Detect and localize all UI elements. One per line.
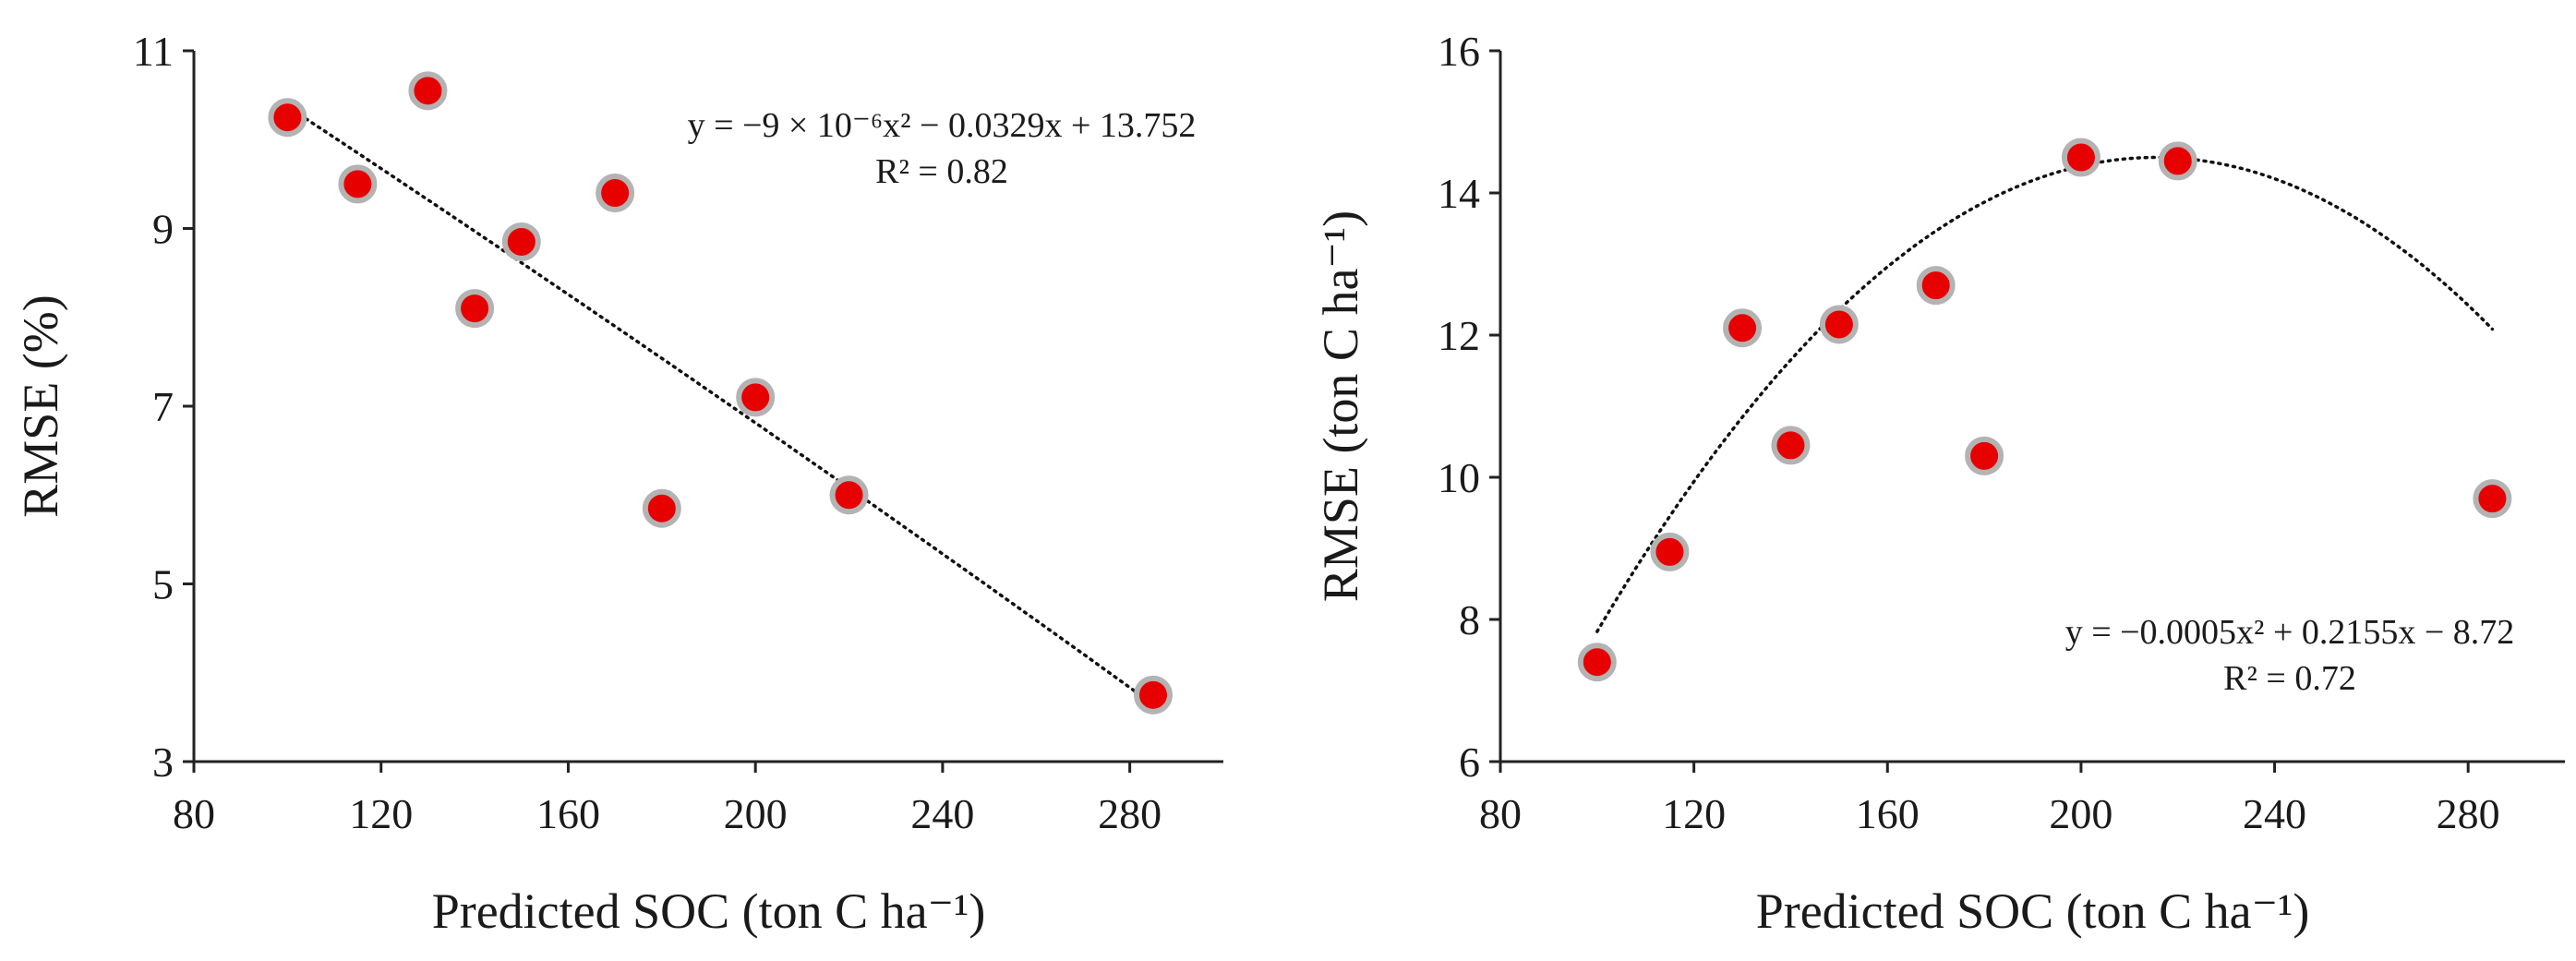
y-tick-label: 5	[152, 561, 174, 608]
x-tick-label: 80	[1479, 790, 1522, 837]
y-tick-label: 3	[152, 739, 174, 786]
x-tick-label: 120	[349, 790, 413, 837]
x-tick-label: 200	[724, 790, 788, 837]
x-tick-label: 200	[2049, 790, 2113, 837]
chart-right: 6 8 10 12 14 16 80 120 160 200 240 280 Predicted SOC…	[1313, 28, 2565, 939]
x-tick-label: 120	[1662, 790, 1726, 837]
y-tick-label: 14	[1438, 170, 1480, 217]
x-axis-title: Predicted SOC (ton C ha⁻¹)	[432, 883, 986, 939]
y-tick-label: 16	[1438, 28, 1480, 75]
data-point	[1723, 308, 1763, 348]
y-tick-label: 8	[1459, 596, 1480, 643]
trendline-equation: y = −0.0005x² + 0.2155x − 8.72	[2065, 613, 2515, 652]
data-point	[2158, 141, 2197, 181]
chart-left: 3 5 7 9 11 80 120 160 200 240 280 Predicted SOC (to…	[13, 28, 1223, 939]
data-point	[596, 174, 635, 212]
x-tick-label: 280	[1098, 790, 1162, 837]
x-tick-label: 280	[2437, 790, 2500, 837]
y-axis-title: RMSE (ton C ha⁻¹)	[1313, 210, 1368, 602]
data-point	[1577, 643, 1617, 682]
y-tick-label: 11	[133, 28, 174, 75]
y-tick-label: 6	[1459, 739, 1480, 786]
data-point	[642, 488, 681, 528]
data-point	[1965, 436, 2004, 475]
data-point	[1133, 675, 1173, 715]
x-tick-label: 240	[2243, 790, 2306, 837]
data-point	[455, 289, 495, 329]
x-tick-label: 240	[910, 790, 974, 837]
y-axis-title: RMSE (%)	[13, 294, 68, 518]
data-point	[736, 378, 776, 417]
data-point	[1916, 266, 1956, 306]
trendline	[285, 104, 1155, 706]
y-tick-label: 12	[1438, 312, 1480, 359]
data-point	[501, 222, 541, 261]
data-point	[1650, 532, 1690, 571]
data-point	[268, 98, 307, 138]
x-axis-title: Predicted SOC (ton C ha⁻¹)	[1756, 883, 2310, 939]
data-point	[2061, 138, 2101, 177]
r-squared-label: R² = 0.72	[2223, 659, 2356, 698]
data-point	[338, 164, 378, 204]
data-point	[829, 475, 869, 515]
y-tick-label: 9	[152, 206, 174, 253]
x-tick-label: 160	[1856, 790, 1920, 837]
r-squared-label: R² = 0.82	[875, 152, 1008, 191]
trendline-equation: y = −9 × 10⁻⁶x² − 0.0329x + 13.752	[688, 106, 1197, 145]
y-tick-label: 10	[1438, 454, 1480, 501]
data-point	[1771, 426, 1811, 465]
data-point	[2473, 479, 2512, 519]
x-tick-label: 80	[173, 790, 215, 837]
data-point	[1819, 305, 1859, 344]
trendline	[1595, 155, 2495, 633]
x-tick-label: 160	[536, 790, 600, 837]
y-tick-label: 7	[152, 383, 174, 430]
data-point	[408, 71, 448, 111]
